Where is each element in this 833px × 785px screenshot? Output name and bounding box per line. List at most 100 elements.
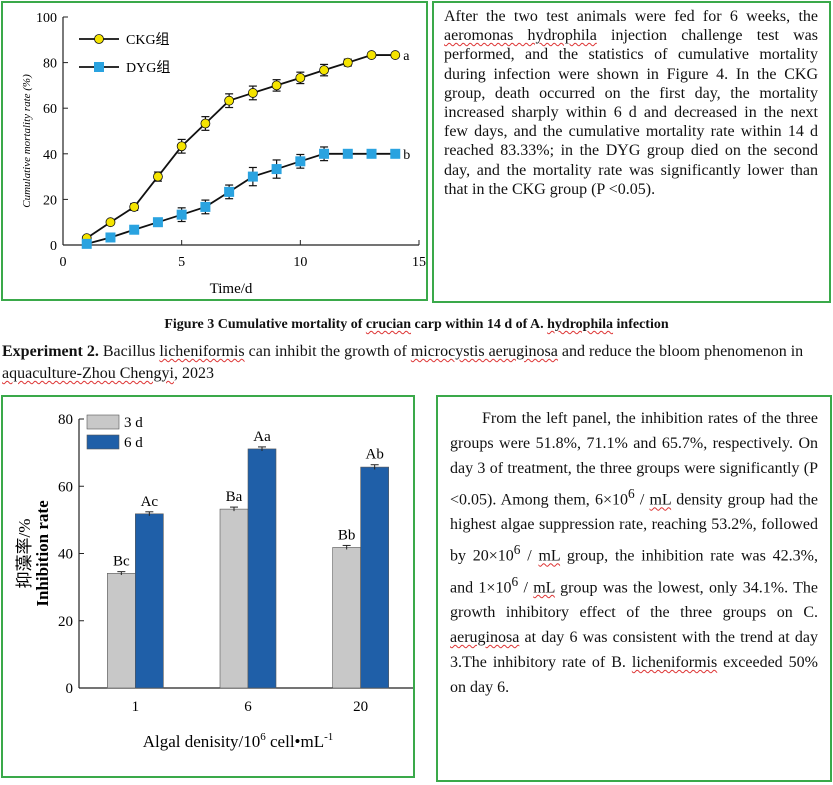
data-point — [319, 65, 329, 76]
bar-significance-label: Ac — [141, 494, 159, 510]
text2-part: / — [518, 578, 534, 596]
cumulative-mortality-chart: 0 20 40 60 80 100 0 5 10 15 Time/d Cumulative morta… — [21, 11, 426, 297]
data-point — [390, 148, 401, 159]
legend-label: DYG组 — [126, 60, 170, 76]
caption-part: infection — [613, 317, 669, 332]
text2-underlined: licheniformis — [631, 653, 718, 671]
y-tick-label: 40 — [58, 547, 73, 563]
text2-part: / — [634, 491, 650, 509]
data-point — [105, 217, 116, 228]
data-point — [129, 202, 140, 212]
data-point — [224, 95, 235, 106]
legend-label: 6 d — [124, 435, 143, 451]
text2-underlined: mL — [533, 578, 555, 596]
data-point — [200, 201, 211, 212]
exp2-part: can inhibit the growth of — [244, 343, 411, 360]
text2-part: exceeded 50% on day 6. — [450, 653, 818, 696]
text2-sup: 6 — [511, 573, 519, 589]
data-point — [295, 156, 306, 167]
y-axis-title-en: Inhibition rate — [33, 500, 52, 607]
chart1-panel: 0 20 40 60 80 100 0 5 10 15 Time/d Cumulative morta… — [1, 1, 428, 301]
legend-label: 3 d — [124, 415, 143, 431]
text2-sup: 6 — [628, 486, 635, 501]
text1-underlined-term: aeromonas hydrophila — [444, 27, 597, 45]
text1-panel: After the two test animals were fed for … — [432, 1, 831, 303]
legend-swatch — [86, 414, 120, 430]
legend-marker — [94, 62, 104, 72]
data-point — [390, 50, 401, 60]
y-tick-label: 60 — [58, 479, 73, 495]
x-axis-title: Time/d — [210, 281, 253, 297]
data-point — [295, 72, 306, 83]
y-axis-title-cn: 抑藻率/% — [15, 519, 34, 589]
data-point — [200, 118, 211, 129]
data-point — [366, 50, 377, 60]
data-point — [247, 171, 258, 182]
text2-part: density group had the highest algae supp… — [450, 491, 818, 565]
bar — [135, 513, 164, 689]
bar-significance-label: Bb — [338, 527, 356, 543]
text2-part: group was the lowest, only 34.1%. The gr… — [450, 578, 818, 621]
y-tick-label: 60 — [43, 102, 57, 117]
caption-part: carp within 14 d of A. — [411, 317, 548, 332]
exp2-underlined: aquaculture-Zhou Chengyi — [2, 365, 174, 382]
legend-label: CKG组 — [126, 32, 170, 48]
data-point — [247, 88, 258, 98]
series-end-label: a — [403, 49, 410, 64]
bar — [219, 508, 249, 689]
legend-marker — [94, 34, 104, 44]
exp2-underlined: microcystis aeruginosa — [410, 343, 558, 360]
data-point — [366, 148, 377, 159]
text1-paragraph: After the two test animals were fed for … — [444, 7, 818, 199]
data-point — [176, 141, 187, 152]
x-axis-title-part: Algal denisity/10 — [143, 732, 261, 751]
y-tick-label: 40 — [43, 148, 57, 163]
data-point — [105, 232, 116, 243]
text2-paragraph: From the left panel, the inhibition rate… — [450, 406, 818, 700]
x-axis-title-part: cell•mL — [266, 732, 324, 751]
x-tick-label: 20 — [353, 699, 368, 715]
x-axis-title-sup: 6 — [260, 731, 266, 743]
x-tick-label: 5 — [178, 255, 185, 270]
text2-underlined: mL — [538, 547, 561, 565]
text2-sup: 6 — [513, 542, 521, 558]
data-point — [342, 57, 353, 68]
caption-part: Figure 3 Cumulative mortality of — [164, 317, 366, 332]
series-end-label: b — [403, 148, 410, 163]
bar-significance-label: Ab — [365, 447, 383, 463]
text1-part: After the two test animals were fed for … — [444, 8, 818, 25]
bar-significance-label: Bc — [113, 554, 130, 570]
bar — [107, 573, 136, 689]
data-point — [129, 224, 140, 235]
y-tick-label: 0 — [50, 239, 57, 254]
bar — [247, 448, 277, 689]
bar-significance-label: Ba — [226, 489, 243, 505]
data-point — [152, 217, 163, 228]
data-point — [176, 209, 187, 220]
data-point — [271, 164, 282, 175]
text2-part: From the left panel, the inhibition rate… — [450, 410, 818, 509]
x-tick-label: 0 — [60, 255, 67, 270]
data-point — [224, 186, 235, 197]
data-point — [81, 238, 92, 249]
y-tick-label: 0 — [66, 681, 74, 697]
exp2-underlined: licheniformis — [159, 343, 245, 360]
bar-significance-label: Aa — [253, 429, 271, 445]
x-tick-label: 1 — [132, 699, 140, 715]
experiment2-heading: Experiment 2. Bacillus licheniformis can… — [2, 341, 832, 385]
x-axis-title-sup: -1 — [324, 731, 333, 743]
exp2-part: and reduce the bloom phenomenon in — [557, 343, 804, 360]
y-tick-label: 100 — [36, 11, 57, 26]
text2-underlined: mL — [649, 491, 672, 509]
y-tick-label: 80 — [43, 57, 57, 72]
caption-underlined: hydrophila — [547, 317, 614, 332]
exp2-part: Bacillus — [98, 343, 160, 360]
x-tick-label: 15 — [412, 255, 426, 270]
legend-swatch — [86, 434, 120, 450]
caption-underlined: crucian — [365, 317, 412, 332]
y-tick-label: 20 — [58, 614, 73, 630]
bar — [360, 466, 389, 689]
experiment2-label: Experiment 2. — [2, 343, 99, 360]
data-point — [319, 148, 330, 159]
x-axis-title: Algal denisity/106 cell•mL-1 — [143, 731, 334, 751]
